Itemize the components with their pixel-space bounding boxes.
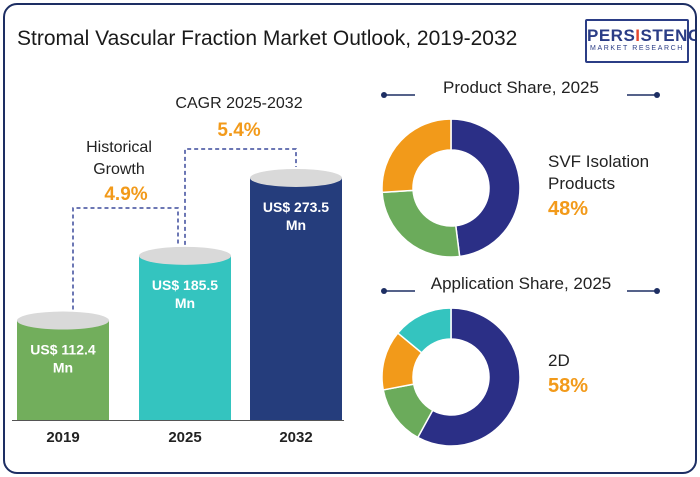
bar-cap-2032 [250, 168, 342, 187]
donut-slice-2 [381, 189, 461, 258]
bar-unit-label: Mn [286, 217, 306, 233]
bar-cap-2019 [17, 311, 109, 330]
growth-connector-2019-2025 [72, 207, 179, 310]
bar-cap-2025 [139, 246, 231, 265]
donut-title: Application Share, 2025 [431, 274, 612, 293]
product-share-donut: Product Share, 2025 SVF Isolation Products… [381, 74, 660, 258]
callout-label: 2D [548, 351, 570, 370]
bar-value-label: US$ 112.4 [30, 342, 96, 358]
historical-growth-value: 4.9% [104, 184, 147, 205]
donut-slice-1 [416, 307, 521, 447]
title-backdrop [415, 74, 627, 102]
bar-2032 [250, 177, 342, 420]
cagr-value: 5.4% [217, 120, 260, 141]
logo-subtitle: MARKET RESEARCH [590, 45, 684, 52]
bar-unit-label: Mn [175, 295, 195, 311]
bar-2025 [139, 255, 231, 420]
bar-2019 [17, 320, 109, 420]
bar-value-label: US$ 273.5 [263, 199, 329, 215]
rule-end-dot [381, 288, 387, 294]
bar-chart: US$ 112.4 Mn 2019 US$ 185.5 Mn 2025 US$ 273.5 M… [12, 95, 344, 446]
callout-value: 58% [548, 375, 588, 397]
callout-label: Products [548, 174, 615, 193]
historical-growth-label: Growth [93, 161, 145, 178]
x-tick-label: 2019 [46, 429, 79, 446]
title-backdrop [415, 270, 627, 298]
x-tick-label: 2032 [279, 429, 312, 446]
historical-growth-label: Historical [86, 139, 152, 156]
callout-label: SVF Isolation [548, 152, 649, 171]
donut-slice-1 [450, 118, 521, 258]
callout-value: 48% [548, 198, 588, 220]
x-tick-label: 2025 [168, 429, 201, 446]
page-title: Stromal Vascular Fraction Market Outlook… [17, 27, 518, 50]
cagr-label: CAGR 2025-2032 [175, 95, 302, 112]
donut-title: Product Share, 2025 [443, 78, 599, 97]
logo-wordmark: PERSISTENCE [587, 26, 695, 45]
persistence-logo: PERSISTENCE MARKET RESEARCH [585, 19, 695, 63]
rule-end-dot [654, 288, 660, 294]
bar-unit-label: Mn [53, 360, 73, 376]
donut-slice-4 [396, 307, 452, 354]
rule-end-dot [654, 92, 660, 98]
rule-end-dot [381, 92, 387, 98]
bar-value-label: US$ 185.5 [152, 277, 218, 293]
donut-slice-3 [381, 118, 452, 194]
application-share-donut: Application Share, 2025 2D 58% [381, 270, 660, 447]
